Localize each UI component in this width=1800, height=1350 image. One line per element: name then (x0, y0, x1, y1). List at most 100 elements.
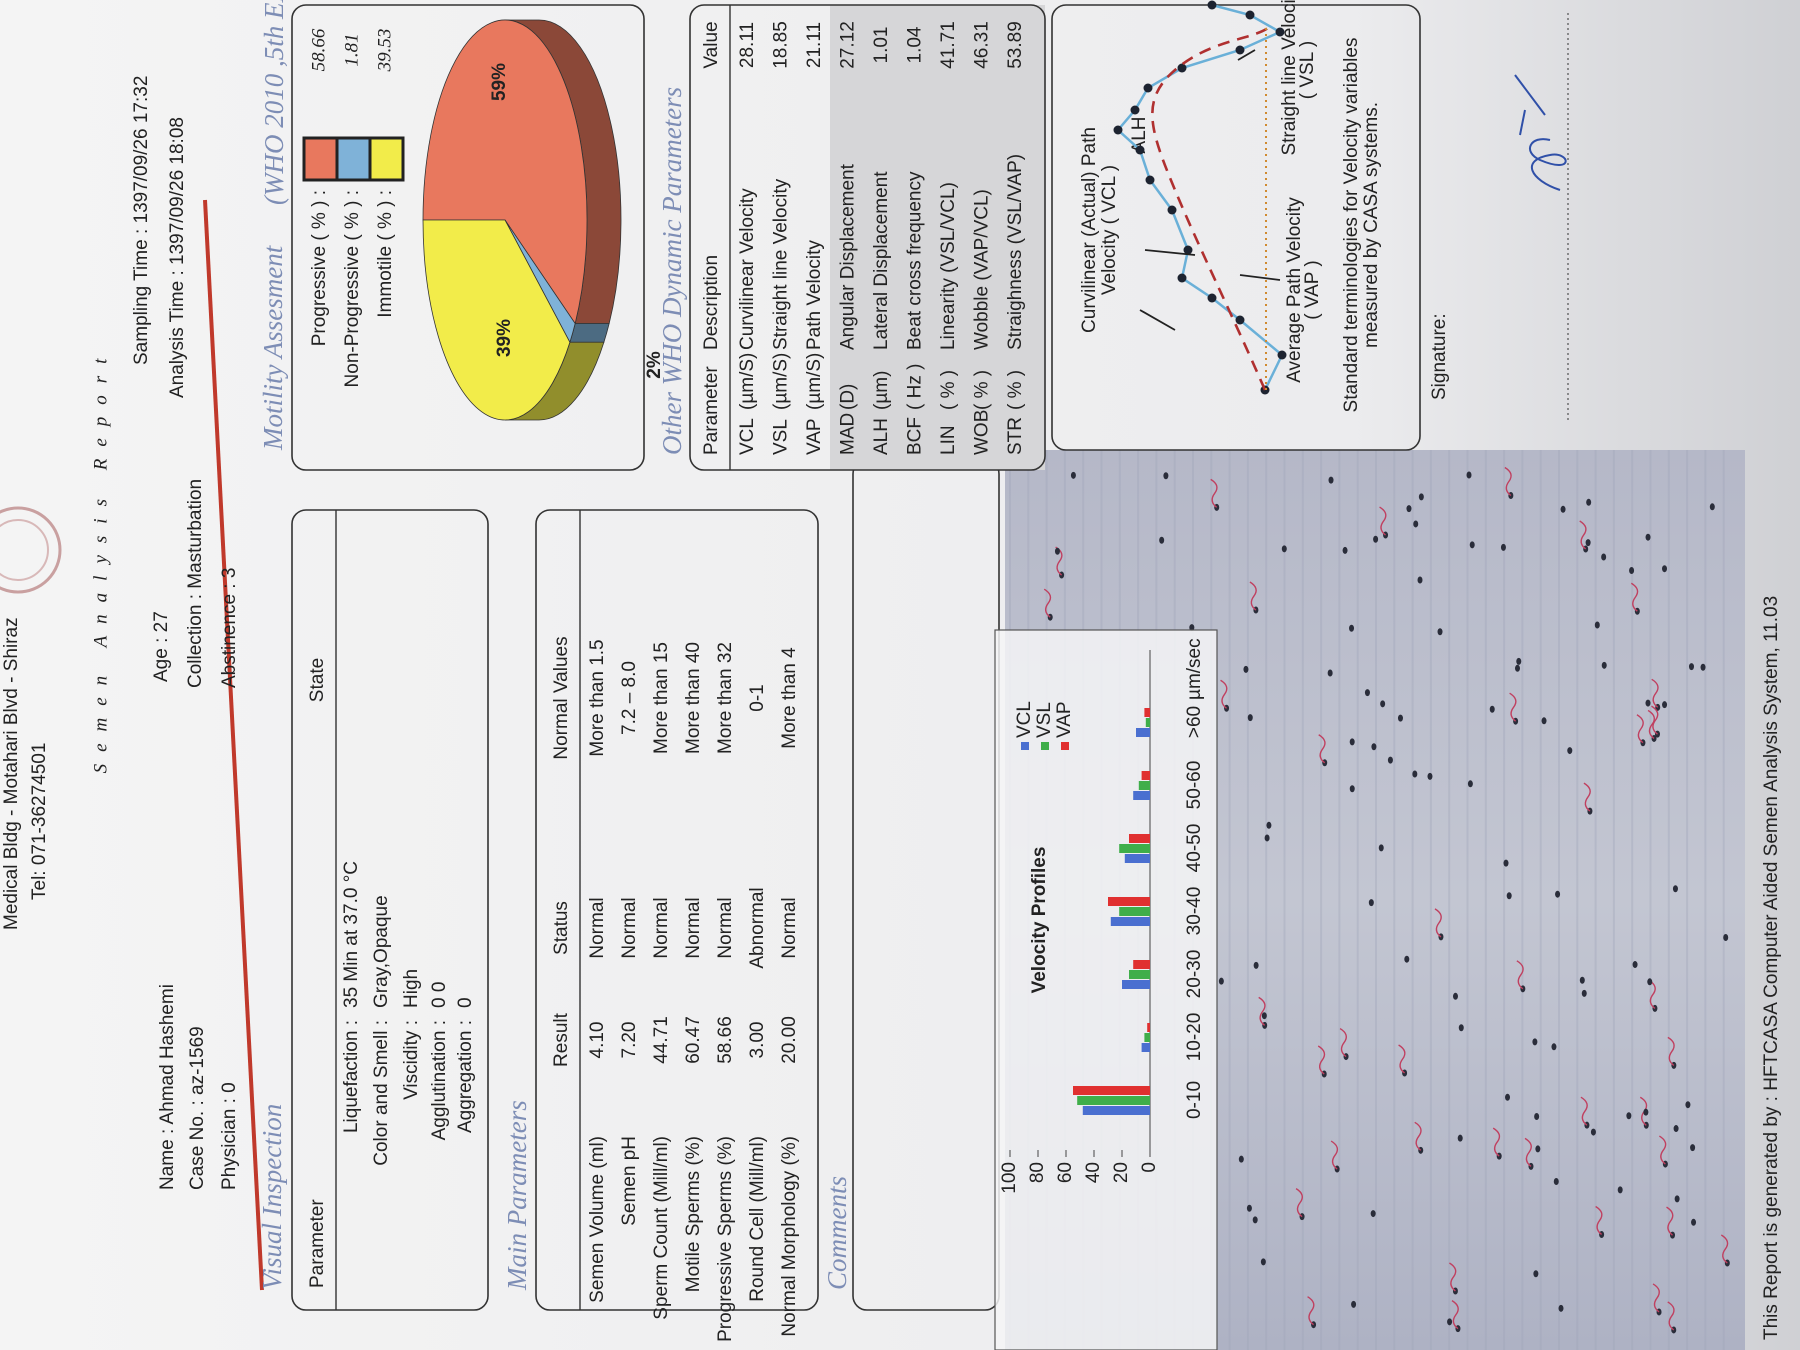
sperm-tail (1295, 1188, 1304, 1218)
sperm-head (1246, 1204, 1252, 1212)
parameter-name: VCL (737, 418, 758, 455)
pie-slice (422, 219, 571, 421)
bar (1108, 897, 1150, 906)
x-tick-label: 40-50 (1184, 824, 1205, 873)
vcl-point (1143, 83, 1153, 93)
parameter-name: Motile Sperms (%) (683, 1136, 704, 1292)
bar (1141, 771, 1150, 780)
result: 3.00 (747, 1022, 768, 1059)
sperm-head (1594, 621, 1600, 629)
parameter-unit: (D) (838, 384, 859, 410)
sperm-head (1590, 1128, 1596, 1136)
sperm-head (1685, 1101, 1691, 1109)
vcl-point (1167, 205, 1177, 215)
sperm-tail (1414, 1121, 1422, 1151)
pie-label: 2% (644, 351, 665, 379)
sperm-head (1281, 545, 1287, 553)
sperm-tail (1043, 588, 1052, 618)
sperm-head (1688, 663, 1694, 671)
vap-path (1151, 26, 1269, 391)
motility-value: 1.81 (341, 33, 362, 66)
sperm-head (1541, 717, 1547, 725)
section-heading: Visual Inspection (257, 1104, 287, 1290)
parameter-description: Path Velocity (804, 240, 825, 350)
diagram-label: Velocity ( VCL ) (1099, 165, 1120, 295)
sperm-head (1500, 543, 1506, 551)
vcl-point (1130, 105, 1140, 115)
bar (1119, 907, 1150, 916)
sperm-tail (1210, 478, 1218, 508)
sperm-head (1189, 624, 1195, 632)
sperm-tail (1651, 705, 1659, 735)
parameter-unit: ( % ) (938, 370, 959, 410)
sperm-head (1370, 1210, 1376, 1218)
result: 60.47 (683, 1016, 704, 1064)
parameter-description: Wobble (VAP/VCL) (972, 189, 993, 350)
sperm-head (1645, 533, 1651, 541)
sperm-tail (1630, 582, 1639, 612)
sperm-head (1437, 628, 1443, 636)
sperm-head (1243, 665, 1249, 673)
column-header: Parameter (307, 1199, 328, 1288)
sperm-tail (1524, 1137, 1532, 1167)
sperm-head (1404, 955, 1410, 963)
parameter-name: Sperm Count (Mill/ml) (651, 1136, 672, 1320)
pie-label: 59% (489, 63, 510, 101)
status: Abnormal (747, 887, 768, 968)
sperm-head (1691, 1218, 1697, 1226)
legend-swatch (368, 136, 405, 182)
visual-box (291, 509, 489, 1311)
vcl-point (1145, 175, 1155, 185)
inspection-value: 0 0 (429, 982, 450, 1008)
motility-label: Immotile ( % ) : (375, 190, 396, 318)
physician: Physician : 0 (219, 1082, 240, 1190)
sperm-head (1469, 541, 1475, 549)
case-no: Case No. : az-1569 (187, 1026, 208, 1190)
sperm-head (1489, 705, 1495, 713)
sperm-head (1238, 1155, 1244, 1163)
sperm-tail (1667, 1036, 1675, 1066)
parameter-name: STR (1005, 417, 1026, 455)
sperm-head (1378, 844, 1384, 852)
sperm-head (1406, 505, 1412, 513)
motility-value: 58.66 (308, 28, 329, 71)
y-tick-label: 100 (999, 1162, 1020, 1194)
report-title: Semen Analysis Report (90, 347, 111, 774)
sperm-head (1709, 503, 1715, 511)
sperm-head (1253, 961, 1259, 969)
column-header: Status (551, 901, 572, 955)
sperm-head (1418, 493, 1424, 501)
sperm-tail (1434, 908, 1442, 938)
sperm-head (1163, 472, 1169, 480)
sperm-head (1264, 834, 1270, 842)
parameter-description: Straight line Velocity (771, 178, 792, 350)
motility-box (291, 4, 645, 471)
x-tick-label: 0-10 (1184, 1081, 1205, 1119)
title-rule (203, 199, 264, 1291)
parameter-value: 18.85 (771, 21, 792, 69)
section-heading: Comments (822, 1176, 852, 1290)
legend-label: VCL (1014, 701, 1035, 738)
sperm-head (1368, 899, 1374, 907)
sperm-tail (1580, 1096, 1588, 1126)
sperm-head (1516, 657, 1522, 665)
sperm-tail (1636, 714, 1644, 744)
sperm-head (1555, 890, 1561, 898)
sperm-tail (1658, 1135, 1667, 1165)
diagram-label: Average Path Velocity (1284, 197, 1305, 383)
parameter-unit: (µm/S) (771, 353, 792, 410)
parameter-description: Straighness (VSL/VAP) (1005, 154, 1026, 350)
parameter-unit: (µm/S) (804, 353, 825, 410)
sperm-head (1581, 989, 1587, 997)
vcl-point (1235, 45, 1245, 55)
sperm-tail (1318, 734, 1326, 764)
vcl-point (1207, 293, 1217, 303)
legend-swatch (1061, 742, 1069, 750)
parameter-description: Linearity (VSL/VCL) (938, 182, 959, 350)
parameter-name: MAD (838, 413, 859, 455)
normal-value: 0-1 (747, 684, 768, 711)
column-header: Result (551, 1012, 572, 1067)
pie-label: 39% (494, 319, 515, 357)
bar (1129, 970, 1150, 979)
sperm-head (1260, 1258, 1266, 1266)
